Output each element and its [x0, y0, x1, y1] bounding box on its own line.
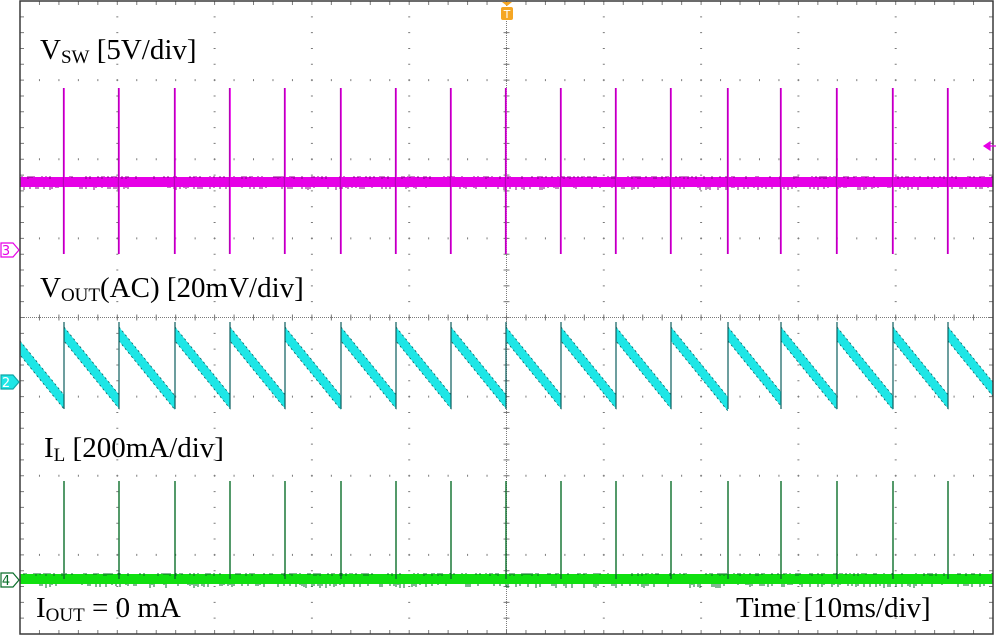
plot-border: [19, 0, 994, 635]
channel-4-marker: 4: [0, 572, 20, 589]
channel-3-marker-label: 3: [2, 244, 10, 259]
vout-ripple-segment: [63, 325, 120, 410]
trigger-box: [501, 7, 513, 20]
iout-annotation: IOUT = 0 mA: [36, 592, 181, 626]
trigger-label: T: [503, 8, 511, 21]
time-scale-label: Time [10ms/div]: [736, 592, 931, 624]
vout-ripple-segment: [727, 325, 782, 408]
vout-ripple-segment: [118, 325, 176, 411]
channel-markers: 3 2 4 T: [0, 2, 996, 589]
vsw-label-sub: SW: [60, 47, 90, 68]
vout-ripple-segment: [560, 325, 617, 410]
plot-frame: [19, 0, 994, 635]
vout-ripple-segment: [615, 325, 672, 410]
vsw-label: VSW [5V/div]: [40, 34, 197, 68]
il-trace: [19, 481, 993, 588]
channel-3-marker-shape: [0, 242, 20, 258]
il-scale: [200mA/div]: [65, 432, 224, 464]
vout-ripple-segment: [836, 325, 894, 411]
vout-ripple-segment: [284, 325, 342, 411]
vsw-scale: [5V/div]: [89, 34, 197, 66]
vout-ripple-segment: [395, 325, 452, 410]
vout-ripple-segment: [670, 325, 729, 413]
vsw-trace: [20, 88, 993, 254]
vout-ripple-segment: [340, 325, 397, 410]
vout-ripple-segment: [780, 325, 838, 411]
channel-4-marker-shape: [0, 572, 20, 588]
channel-2-marker: 2: [0, 374, 20, 391]
vout-ripple-segment: [450, 325, 507, 410]
vout-ripple-segment: [892, 325, 949, 410]
vout-ripple-segment: [229, 325, 286, 410]
channel-2-marker-label: 2: [2, 376, 10, 391]
il-label-main: I: [44, 432, 54, 464]
vout-trace: [19, 322, 994, 413]
vout-ripple-segment: [947, 325, 994, 398]
vout-ripple-segment: [505, 325, 562, 410]
il-label: IL [200mA/div]: [44, 432, 224, 466]
vout-ripple-segment: [19, 339, 65, 411]
vout-label-sub: OUT: [60, 285, 101, 306]
channel-2-marker-shape: [0, 374, 20, 390]
vsw-label-main: V: [40, 34, 61, 66]
trigger-level-arrow: [982, 140, 996, 152]
iout-label-sub: OUT: [45, 605, 85, 626]
iout-label-main: I: [36, 592, 46, 624]
il-label-sub: L: [53, 445, 66, 466]
channel-4-marker-label: 4: [2, 574, 10, 589]
channel-3-marker: 3: [0, 242, 20, 259]
vout-label-main: V: [40, 272, 61, 304]
vout-ripple-segment: [174, 325, 231, 410]
trigger-marker: T: [501, 2, 513, 21]
iout-value: = 0 mA: [84, 592, 181, 624]
trigger-pointer: [502, 2, 512, 6]
vout-label: VOUT(AC) [20mV/div]: [40, 272, 304, 306]
vout-scale: (AC) [20mV/div]: [100, 272, 304, 304]
